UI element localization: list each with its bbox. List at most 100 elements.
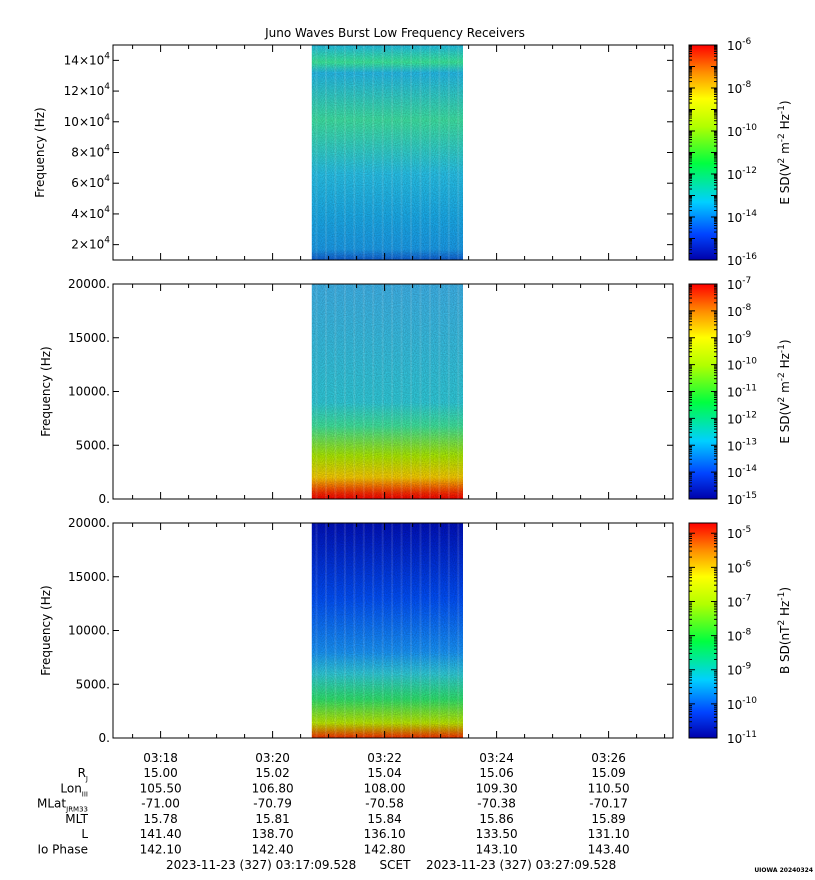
ephemeris-value: 15.86 <box>479 812 513 826</box>
ephemeris-value: 131.10 <box>588 827 630 841</box>
ephemeris-value: 133.50 <box>476 827 518 841</box>
y-tick-label: 15000. <box>68 570 110 584</box>
colorbar-tick-label: 10-10 <box>727 357 757 373</box>
colorbar-tick-label: 10-10 <box>727 123 757 139</box>
ephemeris-value: 108.00 <box>364 781 406 795</box>
y-tick-label: 15000. <box>68 331 110 345</box>
spectrogram-texture <box>311 45 463 260</box>
ephemeris-value: 15.84 <box>367 812 401 826</box>
ephemeris-value: 15.06 <box>479 766 513 780</box>
ephemeris-row-label: Io Phase <box>37 843 88 857</box>
colorbar-tick-label: 10-12 <box>727 166 757 182</box>
y-tick-label: 4×104 <box>71 205 110 221</box>
spectrogram-texture <box>311 523 463 738</box>
x-tick-label: 03:22 <box>367 751 402 765</box>
y-tick-label: 12×104 <box>64 82 111 98</box>
colorbar-tick-label: 10-16 <box>727 252 757 268</box>
ephemeris-value: 105.50 <box>140 781 182 795</box>
ephemeris-value: 15.04 <box>367 766 401 780</box>
ephemeris-value: 15.00 <box>143 766 177 780</box>
colorbar-tick-label: 10-8 <box>727 303 752 319</box>
colorbar-frame <box>688 522 718 739</box>
ephemeris-row-label: LonIII <box>60 781 88 798</box>
x-tick-label: 03:18 <box>143 751 178 765</box>
ephemeris-value: -70.79 <box>253 797 292 811</box>
colorbar-tick-label: 10-11 <box>727 384 757 400</box>
ephemeris-value: 15.81 <box>255 812 289 826</box>
ephemeris-value: 141.40 <box>140 827 182 841</box>
x-tick-label: 03:20 <box>255 751 290 765</box>
colorbar-tick-label: 10-9 <box>727 662 752 678</box>
panel-3: 0. 5000. 10000. 15000. 20000. Frequency (Hz) 1… <box>39 516 792 746</box>
y-tick-label: 10×104 <box>64 113 111 129</box>
ephemeris-value: 109.30 <box>476 781 518 795</box>
x-tick-label: 03:24 <box>479 751 514 765</box>
y-tick-label: 5000. <box>76 438 110 452</box>
colorbar-tick-label: 10-10 <box>727 696 757 712</box>
panel-1: 2×104 4×104 6×104 8×104 10×104 12×104 14×104 Fr… <box>33 37 792 268</box>
ephemeris-row-label: RJ <box>78 766 88 783</box>
y-axis-label: Frequency (Hz) <box>39 346 53 437</box>
footer-end-time: 2023-11-23 (327) 03:27:09.528 <box>426 858 616 872</box>
ephemeris-value: 142.10 <box>140 843 182 857</box>
y-tick-label: 20000. <box>68 277 110 291</box>
ephemeris-value: -71.00 <box>141 797 180 811</box>
y-axis-label: Frequency (Hz) <box>39 585 53 676</box>
ephemeris-value: 143.10 <box>476 843 518 857</box>
chart-title: Juno Waves Burst Low Frequency Receivers <box>264 26 525 40</box>
ephemeris-value: 138.70 <box>252 827 294 841</box>
colorbar-tick-label: 10-11 <box>727 730 757 746</box>
y-tick-label: 20000. <box>68 516 110 530</box>
y-tick-label: 8×104 <box>71 144 110 160</box>
footer-scet-label: SCET <box>380 858 412 872</box>
ephemeris-value: 15.89 <box>591 812 625 826</box>
y-tick-label: 5000. <box>76 677 110 691</box>
spectrogram-noise <box>311 45 463 260</box>
y-tick-label: 6×104 <box>71 174 110 190</box>
colorbar-tick-label: 10-9 <box>727 330 752 346</box>
colorbar-tick-label: 10-7 <box>727 593 751 609</box>
ephemeris-value: 143.40 <box>588 843 630 857</box>
spectrogram-noise <box>311 284 463 499</box>
colorbar-tick-label: 10-12 <box>727 410 757 426</box>
footer-start-time: 2023-11-23 (327) 03:17:09.528 <box>166 858 356 872</box>
ephemeris-table: RJ 15.00 15.02 15.04 15.06 15.09 LonIII 105.50 1… <box>37 766 630 857</box>
ephemeris-row-label: MLatJRM33 <box>37 797 88 814</box>
ephemeris-value: 106.80 <box>252 781 294 795</box>
colorbar-tick-label: 10-7 <box>727 276 751 292</box>
ephemeris-value: 15.02 <box>255 766 289 780</box>
colorbar-tick-label: 10-6 <box>727 559 752 575</box>
ephemeris-value: -70.17 <box>589 797 628 811</box>
colorbar-label: E SD(V2 m-2 Hz-1) <box>777 339 792 443</box>
ephemeris-value: 110.50 <box>588 781 630 795</box>
colorbar-tick-label: 10-14 <box>727 209 757 225</box>
colorbar-tick-label: 10-15 <box>727 491 757 507</box>
ephemeris-value: 142.80 <box>364 843 406 857</box>
y-tick-label: 14×104 <box>64 51 111 67</box>
x-tick-label: 03:26 <box>591 751 626 765</box>
credit-stamp: UIOWA 20240324 <box>754 867 813 874</box>
y-tick-label: 10000. <box>68 385 110 399</box>
colorbar-label: B SD(nT2 Hz-1) <box>777 587 792 674</box>
ephemeris-value: 15.09 <box>591 766 625 780</box>
y-tick-label: 10000. <box>68 624 110 638</box>
colorbar-tick-label: 10-13 <box>727 437 757 453</box>
ephemeris-row-label: MLT <box>65 812 88 826</box>
colorbar <box>689 523 717 738</box>
ephemeris-row-label: L <box>81 827 88 841</box>
ephemeris-value: 136.10 <box>364 827 406 841</box>
panel-2: 0. 5000. 10000. 15000. 20000. Frequency (Hz) 1… <box>39 276 792 507</box>
ephemeris-value: -70.38 <box>477 797 516 811</box>
spectrogram-texture <box>311 284 463 499</box>
y-axis-label: Frequency (Hz) <box>33 107 47 198</box>
y-tick-label: 0. <box>99 731 110 745</box>
time-axis: 03:18 03:20 03:22 03:24 03:26 <box>143 751 626 765</box>
y-tick-label: 2×104 <box>71 236 110 252</box>
colorbar-tick-label: 10-5 <box>727 525 751 541</box>
colorbar-tick-label: 10-8 <box>727 628 752 644</box>
colorbar-tick-label: 10-8 <box>727 80 752 96</box>
colorbar-tick-label: 10-14 <box>727 464 757 480</box>
ephemeris-value: 142.40 <box>252 843 294 857</box>
ephemeris-value: 15.78 <box>143 812 177 826</box>
